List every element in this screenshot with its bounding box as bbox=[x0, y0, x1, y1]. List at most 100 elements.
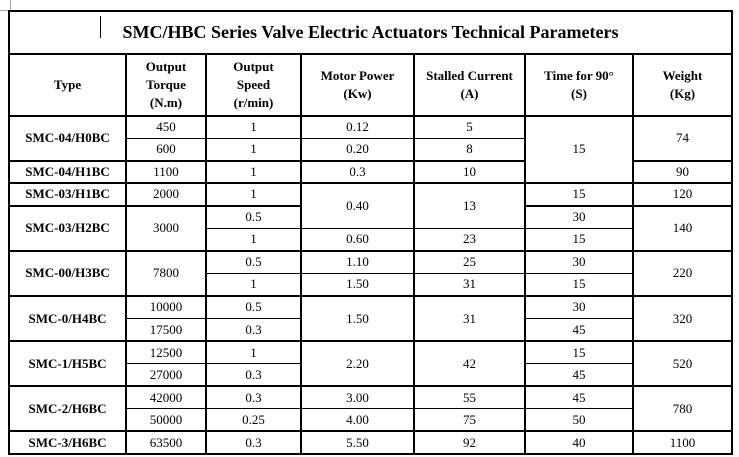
time-cell[interactable]: 15 bbox=[524, 272, 634, 297]
table-row: SMC-0/H4BC 10000 0.5 1.50 31 30 320 bbox=[8, 294, 733, 342]
column-header-type[interactable]: Type bbox=[8, 53, 127, 117]
time-cell[interactable]: 45 bbox=[524, 363, 634, 387]
current-cell[interactable]: 75 bbox=[413, 408, 526, 432]
torque-cell[interactable]: 42000 bbox=[125, 385, 207, 410]
power-cell[interactable]: 0.60 bbox=[300, 227, 415, 252]
current-cell[interactable]: 31 bbox=[413, 272, 526, 297]
current-cell[interactable]: 13 bbox=[413, 182, 526, 229]
current-cell[interactable]: 10 bbox=[413, 159, 526, 184]
type-cell[interactable]: SMC-2/H6BC bbox=[8, 385, 127, 432]
torque-cell[interactable]: 17500 bbox=[125, 318, 207, 342]
type-cell[interactable]: SMC-00/H3BC bbox=[8, 249, 127, 297]
speed-cell[interactable]: 0.5 bbox=[205, 249, 302, 274]
power-cell[interactable]: 1.50 bbox=[300, 294, 415, 342]
torque-cell[interactable]: 7800 bbox=[125, 249, 207, 297]
current-cell[interactable]: 5 bbox=[413, 114, 526, 139]
power-cell[interactable]: 1.10 bbox=[300, 249, 415, 274]
power-cell[interactable]: 0.40 bbox=[300, 182, 415, 229]
torque-cell[interactable]: 600 bbox=[125, 137, 207, 162]
column-header-output-torque[interactable]: Output Torque (N.m) bbox=[125, 53, 207, 117]
torque-cell[interactable]: 1100 bbox=[125, 159, 207, 184]
speed-cell[interactable]: 0.25 bbox=[205, 408, 302, 432]
current-cell[interactable]: 42 bbox=[413, 340, 526, 387]
time-cell[interactable]: 15 bbox=[524, 114, 634, 184]
speed-cell[interactable]: 1 bbox=[205, 227, 302, 252]
speed-cell[interactable]: 1 bbox=[205, 114, 302, 139]
table-title[interactable]: SMC/HBC Series Valve Electric Actuators … bbox=[8, 10, 733, 56]
current-cell[interactable]: 55 bbox=[413, 385, 526, 410]
power-cell[interactable]: 1.50 bbox=[300, 272, 415, 297]
type-cell[interactable]: SMC-04/H1BC bbox=[8, 159, 127, 184]
weight-cell[interactable]: 120 bbox=[632, 182, 733, 207]
power-cell[interactable]: 0.12 bbox=[300, 114, 415, 139]
current-cell[interactable]: 31 bbox=[413, 294, 526, 342]
time-cell[interactable]: 15 bbox=[524, 182, 634, 207]
torque-cell[interactable]: 450 bbox=[125, 114, 207, 139]
type-cell[interactable]: SMC-0/H4BC bbox=[8, 294, 127, 342]
table-row: 17500 0.3 45 bbox=[9, 318, 732, 342]
power-cell[interactable]: 3.00 bbox=[300, 385, 415, 410]
type-cell[interactable]: SMC-3/H6BC bbox=[8, 430, 127, 455]
column-header-stalled-current[interactable]: Stalled Current (A) bbox=[413, 53, 526, 117]
power-cell[interactable]: 4.00 bbox=[300, 408, 415, 432]
weight-cell[interactable]: 90 bbox=[632, 159, 733, 184]
column-header-weight[interactable]: Weight (Kg) bbox=[632, 53, 733, 117]
speed-cell[interactable]: 1 bbox=[205, 137, 302, 162]
table-row: SMC-2/H6BC 42000 0.3 3.00 55 45 780 bbox=[8, 385, 733, 432]
current-cell[interactable]: 25 bbox=[413, 249, 526, 274]
speed-cell[interactable]: 0.3 bbox=[205, 385, 302, 410]
speed-cell[interactable]: 0.3 bbox=[205, 430, 302, 455]
torque-cell[interactable]: 63500 bbox=[125, 430, 207, 455]
power-cell[interactable]: 0.3 bbox=[300, 159, 415, 184]
table-title-row: SMC/HBC Series Valve Electric Actuators … bbox=[8, 10, 733, 56]
column-header-time-for-90[interactable]: Time for 90° (S) bbox=[524, 53, 634, 117]
power-cell[interactable]: 0.20 bbox=[300, 137, 415, 162]
weight-cell[interactable]: 1100 bbox=[632, 430, 733, 455]
type-cell[interactable]: SMC-03/H2BC bbox=[8, 204, 127, 252]
current-cell[interactable]: 92 bbox=[413, 430, 526, 455]
speed-cell[interactable]: 0.5 bbox=[205, 294, 302, 319]
speed-cell[interactable]: 1 bbox=[205, 159, 302, 184]
time-cell[interactable]: 15 bbox=[524, 227, 634, 252]
type-cell[interactable]: SMC-1/H5BC bbox=[8, 340, 127, 387]
weight-cell[interactable]: 520 bbox=[632, 340, 733, 387]
torque-cell[interactable]: 2000 bbox=[125, 182, 207, 207]
type-cell[interactable]: SMC-04/H0BC bbox=[8, 114, 127, 162]
table-row: SMC-03/H1BC 2000 1 0.40 13 15 120 bbox=[8, 182, 733, 229]
table-grid-corner-mark bbox=[0, 10, 11, 11]
time-cell[interactable]: 15 bbox=[524, 340, 634, 365]
speed-cell[interactable]: 1 bbox=[205, 340, 302, 365]
torque-cell[interactable]: 27000 bbox=[125, 363, 207, 387]
time-cell[interactable]: 45 bbox=[524, 385, 634, 410]
time-cell[interactable]: 45 bbox=[524, 318, 634, 342]
table-row: SMC-04/H0BC 450 1 0.12 5 15 74 bbox=[8, 114, 733, 184]
time-cell[interactable]: 30 bbox=[524, 249, 634, 274]
weight-cell[interactable]: 780 bbox=[632, 385, 733, 432]
torque-cell[interactable]: 12500 bbox=[125, 340, 207, 365]
time-cell[interactable]: 30 bbox=[524, 294, 634, 319]
column-header-output-speed[interactable]: Output Speed (r/min) bbox=[205, 53, 302, 117]
power-cell[interactable]: 2.20 bbox=[300, 340, 415, 387]
time-cell[interactable]: 30 bbox=[524, 204, 634, 229]
column-header-motor-power[interactable]: Motor Power (Kw) bbox=[300, 53, 415, 117]
power-cell[interactable]: 5.50 bbox=[300, 430, 415, 455]
type-cell[interactable]: SMC-03/H1BC bbox=[8, 182, 127, 207]
speed-cell[interactable]: 1 bbox=[205, 182, 302, 207]
time-cell[interactable]: 40 bbox=[524, 430, 634, 455]
weight-cell[interactable]: 74 bbox=[632, 114, 733, 162]
weight-cell[interactable]: 220 bbox=[632, 249, 733, 297]
speed-cell[interactable]: 0.3 bbox=[205, 363, 302, 387]
weight-cell[interactable]: 320 bbox=[632, 294, 733, 342]
speed-cell[interactable]: 0.5 bbox=[205, 204, 302, 229]
time-cell[interactable]: 50 bbox=[524, 408, 634, 432]
speed-cell[interactable]: 0.3 bbox=[205, 318, 302, 342]
current-cell[interactable]: 8 bbox=[413, 137, 526, 162]
torque-cell[interactable]: 10000 bbox=[125, 294, 207, 319]
table-row: SMC-04/H1BC 1100 1 0.3 10 90 bbox=[8, 159, 733, 184]
weight-cell[interactable]: 140 bbox=[632, 204, 733, 252]
torque-cell[interactable]: 50000 bbox=[125, 408, 207, 432]
torque-cell[interactable]: 3000 bbox=[125, 204, 207, 252]
current-cell[interactable]: 23 bbox=[413, 227, 526, 252]
speed-cell[interactable]: 1 bbox=[205, 272, 302, 297]
table-row: SMC-3/H6BC 63500 0.3 5.50 92 40 1100 bbox=[8, 430, 733, 455]
